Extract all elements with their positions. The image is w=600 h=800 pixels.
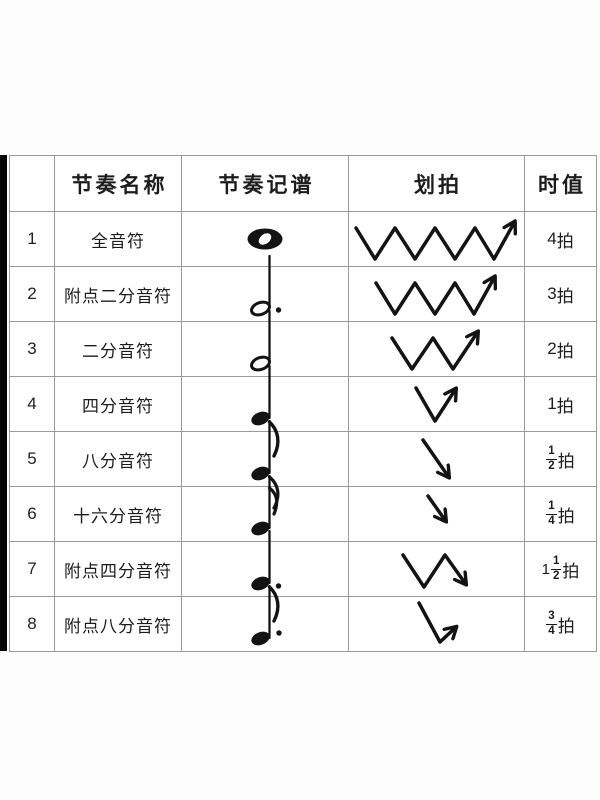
notation-cell — [182, 529, 349, 597]
down-right-arrow-icon — [420, 438, 457, 482]
dotted-half-note-icon — [250, 254, 282, 317]
notation-cell — [182, 419, 349, 487]
notation-cell — [182, 584, 349, 652]
header-rhythm-name: 节奏名称 — [55, 156, 182, 212]
row-number: 4 — [10, 377, 55, 432]
header-time-value: 时值 — [525, 156, 597, 212]
v-with-up-arrow-icon — [413, 386, 462, 423]
beat-cell — [349, 212, 525, 267]
rhythm-name: 八分音符 — [55, 432, 182, 487]
beat-cell — [349, 432, 525, 487]
row-number: 2 — [10, 267, 55, 322]
rhythm-name: 附点八分音符 — [55, 597, 182, 652]
header-rhythm-notation: 节奏记谱 — [182, 156, 349, 212]
header-beat-pattern: 划拍 — [349, 156, 525, 212]
half-note-icon — [250, 309, 271, 372]
row-number: 3 — [10, 322, 55, 377]
sixteenth-note-icon — [251, 474, 280, 536]
quarter-note-icon — [251, 364, 271, 426]
dotted-quarter-note-icon — [251, 529, 282, 591]
whole-note-icon — [247, 228, 283, 250]
down-then-up-arrow-icon — [416, 601, 463, 644]
header-label: 时值 — [538, 173, 586, 197]
row-number: 6 — [10, 487, 55, 542]
v-then-down-arrow-icon — [400, 553, 475, 589]
notation-cell — [182, 474, 349, 542]
beat-cell — [349, 322, 525, 377]
notation-cell — [182, 364, 349, 432]
scan-edge-bar — [0, 155, 7, 651]
header-label: 划拍 — [414, 173, 462, 197]
notation-cell — [182, 309, 349, 377]
dotted-eighth-note-icon — [251, 584, 282, 646]
rhythm-name: 附点二分音符 — [55, 267, 182, 322]
zigzag-4-beats-arrow-icon — [353, 216, 521, 261]
row-number: 1 — [10, 212, 55, 267]
beat-cell — [349, 487, 525, 542]
rhythm-name: 四分音符 — [55, 377, 182, 432]
notation-cell — [182, 254, 349, 322]
zigzag-3-beats-arrow-icon — [373, 271, 501, 316]
header-label: 节奏记谱 — [218, 173, 315, 197]
notation-cell — [182, 212, 349, 267]
eighth-note-icon — [251, 419, 280, 481]
row-number: 5 — [10, 432, 55, 487]
zigzag-2-beats-arrow-icon — [389, 326, 485, 371]
beat-cell — [349, 542, 525, 597]
header-row-number — [10, 156, 55, 212]
beat-cell — [349, 267, 525, 322]
rhythm-name: 附点四分音符 — [55, 542, 182, 597]
beat-cell — [349, 597, 525, 652]
row-number: 8 — [10, 597, 55, 652]
row-number: 7 — [10, 542, 55, 597]
beat-cell — [349, 377, 525, 432]
rhythm-name: 二分音符 — [55, 322, 182, 377]
header-label: 节奏名称 — [71, 173, 168, 197]
rhythm-name: 全音符 — [55, 212, 182, 267]
rhythm-name: 十六分音符 — [55, 487, 182, 542]
short-down-right-arrow-icon — [425, 494, 452, 528]
